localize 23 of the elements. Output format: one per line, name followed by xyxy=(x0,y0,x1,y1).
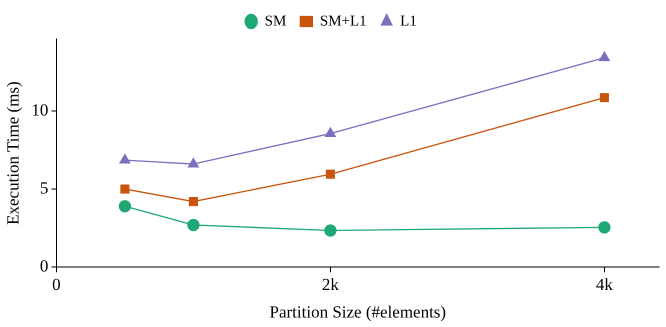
point xyxy=(600,93,609,102)
point xyxy=(119,154,130,164)
point xyxy=(188,197,198,206)
point xyxy=(120,184,130,194)
legend-label: SM xyxy=(264,13,286,30)
point xyxy=(188,158,199,168)
point xyxy=(324,224,337,237)
y-tick-label: 5 xyxy=(40,178,48,198)
y-axis-title: Execution Time (ms) xyxy=(4,81,23,225)
y-tick-label: 0 xyxy=(40,256,48,276)
point xyxy=(324,127,336,137)
x-tick-label: 4k xyxy=(596,274,614,294)
legend-label: L1 xyxy=(400,13,417,30)
x-tick-label: 0 xyxy=(52,274,61,294)
y-tick-label: 10 xyxy=(31,100,48,120)
point xyxy=(326,170,335,179)
point xyxy=(118,200,132,212)
point xyxy=(598,221,611,234)
x-tick-label: 2k xyxy=(322,274,340,294)
point xyxy=(187,218,200,232)
point xyxy=(598,52,610,62)
x-axis-title: Partition Size (#elements) xyxy=(270,302,446,322)
legend-label: SM+L1 xyxy=(320,13,367,30)
